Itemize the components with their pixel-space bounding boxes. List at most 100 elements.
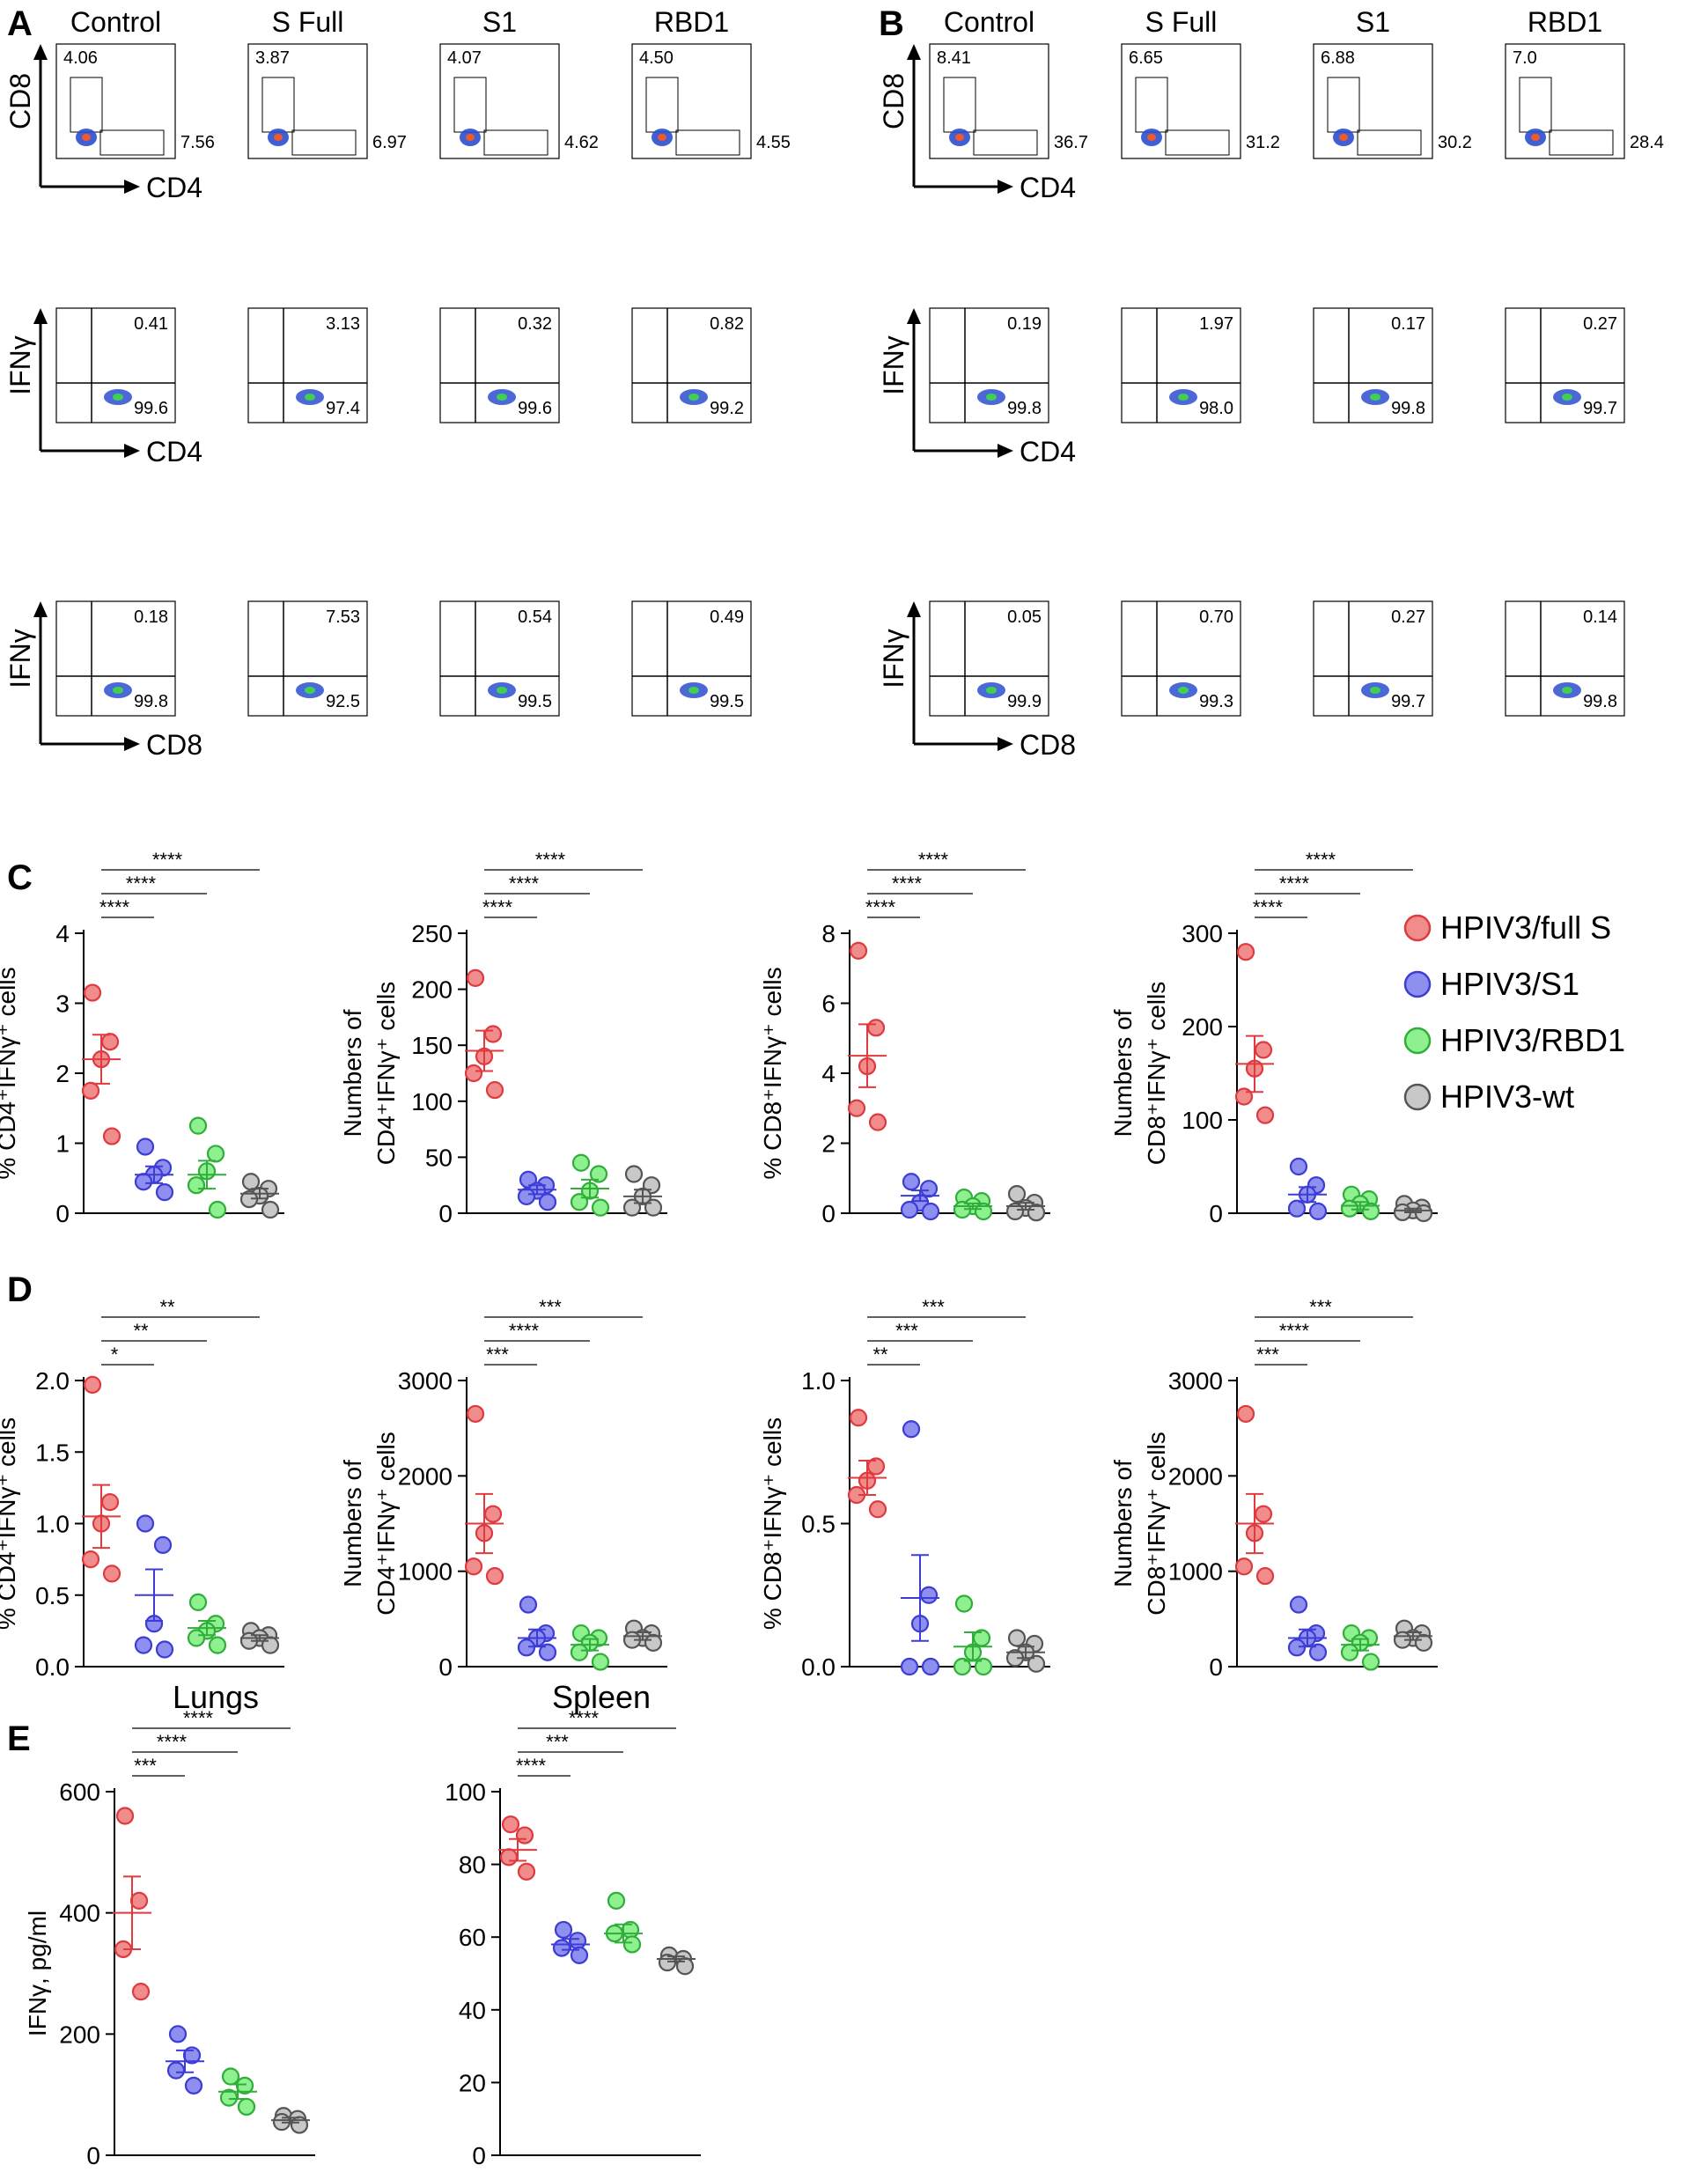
chart-C1-y-label: % CD4⁺IFNγ⁺ cells	[0, 967, 20, 1179]
chart-E2-point	[552, 1939, 571, 1957]
chart-C4-point	[1255, 1106, 1275, 1124]
legend-label-3: HPIV3-wt	[1440, 1079, 1574, 1115]
chart-D1-point	[153, 1535, 173, 1554]
legend-label-2: HPIV3/RBD1	[1440, 1022, 1625, 1058]
chart-D1-tick-label: 0.0	[35, 1653, 70, 1681]
chart-C3-point	[1027, 1204, 1046, 1222]
chart-E1-point	[237, 2097, 256, 2117]
flow-b-r1-c0-cd8-value: 8.41	[937, 48, 971, 68]
flow-a-r2-c3-top-value: 0.82	[710, 314, 744, 334]
chart-D1-tick-label: 1.0	[35, 1511, 70, 1538]
chart-D3-point	[953, 1657, 972, 1676]
chart-C1-point	[102, 1127, 121, 1145]
chart-C4-y-label: CD8⁺IFNγ⁺ cells	[1143, 982, 1170, 1165]
flow-a-r2-y-arrow	[33, 308, 48, 324]
chart-D3-point	[954, 1594, 974, 1613]
chart-C3-point	[974, 1202, 993, 1221]
chart-D4-point	[1361, 1653, 1380, 1671]
chart-C1-point	[188, 1116, 208, 1135]
chart-E2-sig-label: ****	[516, 1755, 547, 1777]
chart-C1-tick-label: 2	[55, 1060, 70, 1087]
chart-C3-tick-label: 6	[821, 990, 836, 1018]
chart-C3-point	[868, 1113, 887, 1131]
flow-a-r1-c0-gate-cd4	[99, 129, 165, 156]
flow-a-r3-c2-bottom-value: 99.5	[518, 692, 552, 711]
chart-D2-point	[517, 1638, 536, 1657]
chart-D1-tick-label: 0.5	[35, 1582, 70, 1609]
chart-C1-sig-label: ****	[152, 849, 183, 871]
flow-a-r1-y-arrow	[33, 44, 48, 60]
flow-a-r1-c0-cd4-value: 7.56	[180, 133, 215, 152]
chart-E2-point	[499, 1848, 519, 1866]
flow-b-r3-c0-cloud-core	[986, 687, 997, 694]
chart-C4-point	[1340, 1199, 1359, 1218]
flow-a-r3-c0-bottom-value: 99.8	[134, 692, 168, 711]
flow-b-r3-c1-top-value: 0.70	[1199, 607, 1233, 627]
chart-C2-tick-label: 250	[411, 920, 453, 947]
flow-a-r2-c1-cloud-core	[305, 394, 315, 401]
legend: HPIV3/full S HPIV3/S1 HPIV3/RBD1 HPIV3-wt	[1403, 909, 1625, 1115]
chart-C4-point	[1236, 943, 1255, 961]
chart-D3-tick-label: 1.0	[801, 1367, 836, 1395]
chart-C2-sig-label: ****	[535, 849, 566, 871]
chart-D1-point	[136, 1514, 155, 1533]
chart-D4-point	[1289, 1595, 1308, 1614]
chart-C1-point	[83, 983, 102, 1002]
flow-a-r1-c1-cloud-core	[274, 134, 283, 141]
chart-D3-sig-label: **	[872, 1344, 888, 1366]
flow-b-r1-x-label: CD4	[1020, 172, 1076, 203]
flow-b-r1-c3-gate-cd4	[1549, 129, 1614, 156]
flow-b-r2-c2-bottom-value: 99.8	[1391, 399, 1425, 418]
chart-E1-sig-label: ****	[183, 1707, 214, 1729]
chart-D1-point	[155, 1640, 174, 1659]
chart-C4-tick-label: 0	[1209, 1200, 1223, 1227]
chart-C2-point	[622, 1198, 642, 1217]
chart-D2-tick-label: 0	[438, 1653, 453, 1681]
chart-D4-y-label: CD8⁺IFNγ⁺ cells	[1143, 1432, 1170, 1615]
chart-C3-point	[921, 1202, 940, 1221]
chart-E1-sig-label: ***	[134, 1755, 157, 1777]
flow-a-r3-c2-top-value: 0.54	[518, 607, 552, 627]
chart-D4-tick-label: 3000	[1168, 1367, 1223, 1395]
chart-D1-point	[261, 1636, 280, 1654]
chart-E1-point	[166, 2061, 186, 2080]
chart-D3-tick-label: 0.0	[801, 1653, 836, 1681]
chart-C4-tick-label: 200	[1182, 1013, 1223, 1041]
chart-C2-point	[624, 1165, 644, 1183]
flow-a-r2-x-label: CD4	[146, 436, 202, 468]
chart-C4-y-label: Numbers of	[1109, 1009, 1137, 1137]
chart-D3-point	[1027, 1654, 1046, 1673]
flow-cytometry-panels: Control S Full S1 RBD1 4.06 7.56 3.87 6.97 4.07 4…	[4, 6, 1664, 761]
chart-D2-point	[485, 1566, 504, 1586]
chart-C3-sig-label: ****	[918, 849, 949, 871]
flow-a-r1-x-label: CD4	[146, 172, 202, 203]
chart-D2-point	[570, 1643, 589, 1661]
chart-D4-sig-label: ****	[1279, 1320, 1310, 1342]
chart-D1-point	[134, 1636, 153, 1654]
panel-label-D: D	[7, 1270, 33, 1309]
chart-D3-tick-label: 0.5	[801, 1511, 836, 1538]
chart-D1-sig-label: **	[133, 1320, 149, 1342]
chart-D1: 0.00.51.01.52.0% CD4⁺IFNγ⁺ cells*****	[0, 1296, 284, 1681]
flow-a-r3-x-arrow	[124, 737, 140, 751]
chart-C3-y-label: % CD8⁺IFNγ⁺ cells	[759, 967, 786, 1179]
chart-C4-point	[1289, 1157, 1308, 1176]
flow-b-r3-c3-bottom-value: 99.8	[1583, 692, 1617, 711]
flow-a-r3-c3-cloud-core	[688, 687, 699, 694]
flow-b-r2-c2-cloud-core	[1370, 394, 1380, 401]
chart-C3-sig-label: ****	[865, 896, 896, 918]
flow-a-r2-c1-bottom-value: 97.4	[326, 399, 360, 418]
chart-D4-sig-label: ***	[1309, 1296, 1332, 1318]
flow-a-r2-c0-top-value: 0.41	[134, 314, 168, 334]
panel-label-C: C	[7, 858, 33, 897]
flow-a-r2-c3-bottom-value: 99.2	[710, 399, 744, 418]
chart-E1-point	[221, 2067, 240, 2086]
column-header-a-0: Control	[70, 6, 161, 38]
chart-D4-point	[1340, 1643, 1359, 1661]
chart-D4-point	[1287, 1638, 1307, 1657]
chart-D1-point	[83, 1375, 102, 1394]
chart-C2-point	[644, 1198, 663, 1217]
legend-label-1: HPIV3/S1	[1440, 966, 1579, 1002]
